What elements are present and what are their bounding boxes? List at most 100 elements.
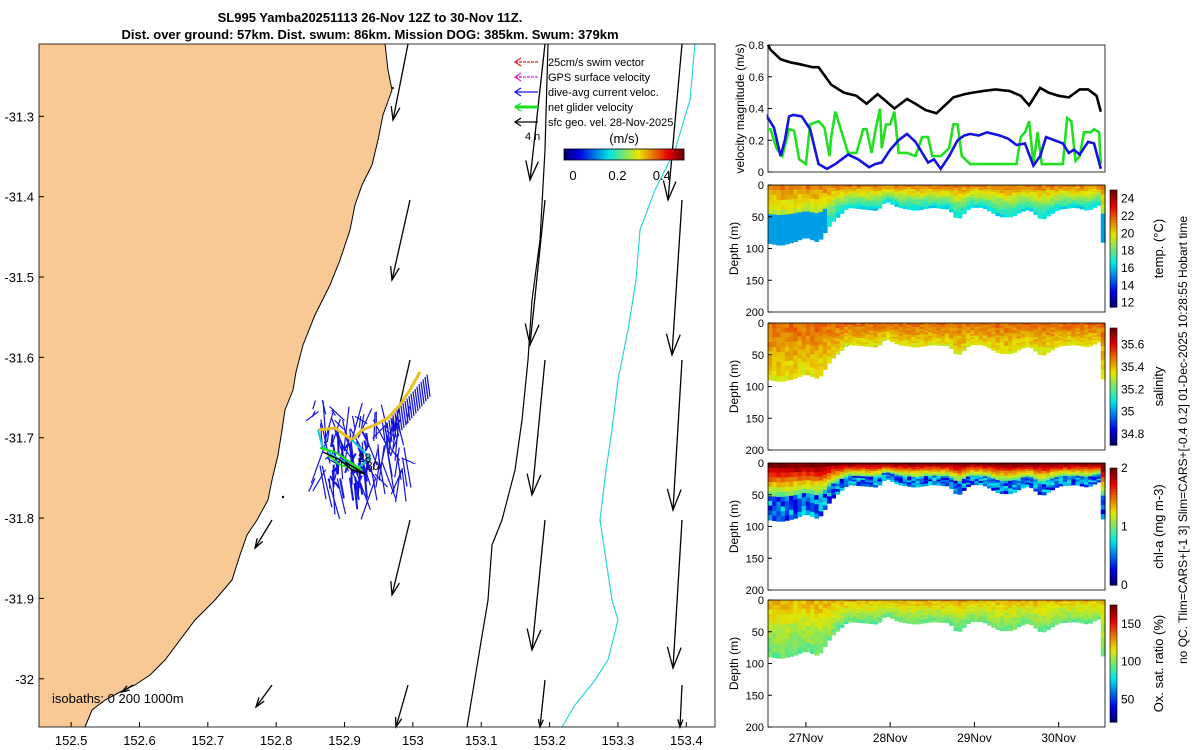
chlorophyll-cell bbox=[907, 474, 912, 478]
oxygen-cell bbox=[1075, 605, 1081, 608]
chlorophyll-cell bbox=[1092, 464, 1098, 468]
chlorophyll-cell bbox=[936, 481, 942, 484]
salinity-cell bbox=[843, 324, 849, 328]
temperature-cell bbox=[852, 194, 858, 198]
salinity-cell bbox=[835, 325, 841, 329]
chlorophyll-cell bbox=[902, 470, 908, 473]
temperature-cell bbox=[1008, 206, 1013, 210]
chlorophyll-cell bbox=[923, 463, 929, 466]
salinity-cell bbox=[885, 325, 891, 328]
salinity-cell bbox=[826, 333, 832, 337]
temperature-cell bbox=[928, 186, 933, 190]
temperature-cell bbox=[961, 206, 967, 210]
temperature-cell bbox=[970, 188, 976, 192]
temperature-cell bbox=[894, 188, 900, 191]
salinity-cell bbox=[848, 328, 853, 331]
chlorophyll-cell bbox=[936, 468, 942, 471]
oxygen-cell bbox=[982, 613, 988, 616]
chlorophyll-cell bbox=[839, 481, 845, 485]
salinity-cell bbox=[772, 337, 778, 343]
salinity-colorbar-tick: 35 bbox=[1121, 405, 1135, 419]
colorbar-cell bbox=[650, 149, 653, 160]
chlorophyll-ytick-label: 0 bbox=[758, 458, 764, 470]
salinity-cell bbox=[864, 326, 870, 330]
chlorophyll-cell bbox=[1075, 472, 1081, 475]
salinity-cell bbox=[1008, 343, 1013, 347]
colorbar-cell bbox=[600, 149, 603, 160]
salinity-cell bbox=[999, 333, 1005, 337]
temperature-cell bbox=[1075, 185, 1081, 188]
temperature-cell bbox=[974, 205, 980, 208]
oxygen-cell bbox=[1050, 613, 1056, 617]
oxygen-colorbar-cell bbox=[1110, 678, 1117, 682]
temperature-cell bbox=[843, 195, 849, 198]
salinity-cell bbox=[974, 333, 980, 337]
temperature-cell bbox=[1020, 204, 1026, 208]
oxygen-cell bbox=[923, 616, 929, 620]
salinity-cell bbox=[1062, 323, 1068, 326]
lat-tick-label: -31.5 bbox=[4, 270, 34, 285]
oxygen-ylabel: Depth (m) bbox=[727, 637, 741, 690]
chlorophyll-cell bbox=[940, 466, 946, 470]
salinity-cell bbox=[801, 366, 807, 371]
salinity-cell bbox=[928, 330, 933, 333]
chlorophyll-cell bbox=[873, 463, 879, 466]
temperature-cell bbox=[1008, 214, 1013, 218]
oxygen-cell bbox=[1008, 607, 1013, 611]
temperature-cell bbox=[856, 202, 862, 206]
oxygen-cell bbox=[894, 613, 900, 616]
salinity-cell bbox=[856, 336, 862, 339]
chlorophyll-cell bbox=[1003, 478, 1009, 482]
salinity-cell bbox=[1088, 328, 1093, 332]
temperature-cell bbox=[982, 190, 988, 194]
temperature-cell bbox=[953, 214, 959, 218]
salinity-cell bbox=[1003, 340, 1009, 344]
salinity-cell bbox=[797, 340, 803, 346]
chlorophyll-cell bbox=[848, 479, 853, 482]
chlorophyll-cell bbox=[776, 501, 782, 508]
salinity-cell bbox=[970, 328, 976, 331]
chlorophyll-cell bbox=[1016, 478, 1022, 482]
salinity-cell bbox=[768, 360, 773, 367]
temperature-cell bbox=[835, 187, 841, 191]
chlorophyll-cell bbox=[843, 482, 849, 486]
chlorophyll-cell bbox=[835, 463, 841, 467]
chlorophyll-cell bbox=[1067, 470, 1072, 473]
temperature-cell bbox=[999, 190, 1005, 194]
chlorophyll-cell bbox=[864, 484, 870, 487]
salinity-cell bbox=[885, 328, 891, 331]
salinity-cell bbox=[978, 335, 984, 338]
oxygen-colorbar-cell bbox=[1110, 710, 1117, 714]
salinity-cell bbox=[965, 323, 971, 326]
temperature-cell bbox=[852, 188, 858, 192]
chlorophyll-cell bbox=[1024, 472, 1030, 476]
oxygen-cell bbox=[873, 601, 879, 605]
salinity-cell bbox=[1033, 348, 1039, 352]
chlorophyll-cell bbox=[768, 472, 773, 478]
salinity-cell bbox=[869, 342, 874, 346]
chlorophyll-cell bbox=[978, 477, 984, 480]
temperature-cell bbox=[797, 221, 803, 227]
chlorophyll-cell bbox=[789, 463, 794, 469]
temperature-cell bbox=[1016, 205, 1022, 209]
chlorophyll-cell bbox=[822, 466, 828, 472]
salinity-cell bbox=[1088, 332, 1093, 336]
oxygen-cell bbox=[944, 617, 950, 620]
oxygen-cell bbox=[898, 612, 904, 616]
temperature-cell bbox=[911, 191, 917, 194]
salinity-cell bbox=[970, 326, 976, 329]
chlorophyll-colorbar-frame bbox=[1109, 467, 1118, 586]
chlorophyll-cell bbox=[1046, 477, 1051, 481]
salinity-cell bbox=[1003, 323, 1009, 327]
oxygen-ytick-label: 150 bbox=[746, 690, 764, 702]
oxygen-cell bbox=[843, 600, 849, 603]
chlorophyll-cell bbox=[953, 485, 959, 489]
chlorophyll-cell bbox=[982, 472, 988, 475]
temperature-cell bbox=[839, 194, 845, 198]
oxygen-cell bbox=[848, 600, 853, 603]
chlorophyll-cell bbox=[797, 494, 803, 500]
salinity-cell bbox=[831, 331, 836, 336]
salinity-colorbar-cell bbox=[1110, 354, 1117, 358]
temperature-cell bbox=[995, 207, 1001, 212]
chlorophyll-cell bbox=[907, 472, 912, 476]
